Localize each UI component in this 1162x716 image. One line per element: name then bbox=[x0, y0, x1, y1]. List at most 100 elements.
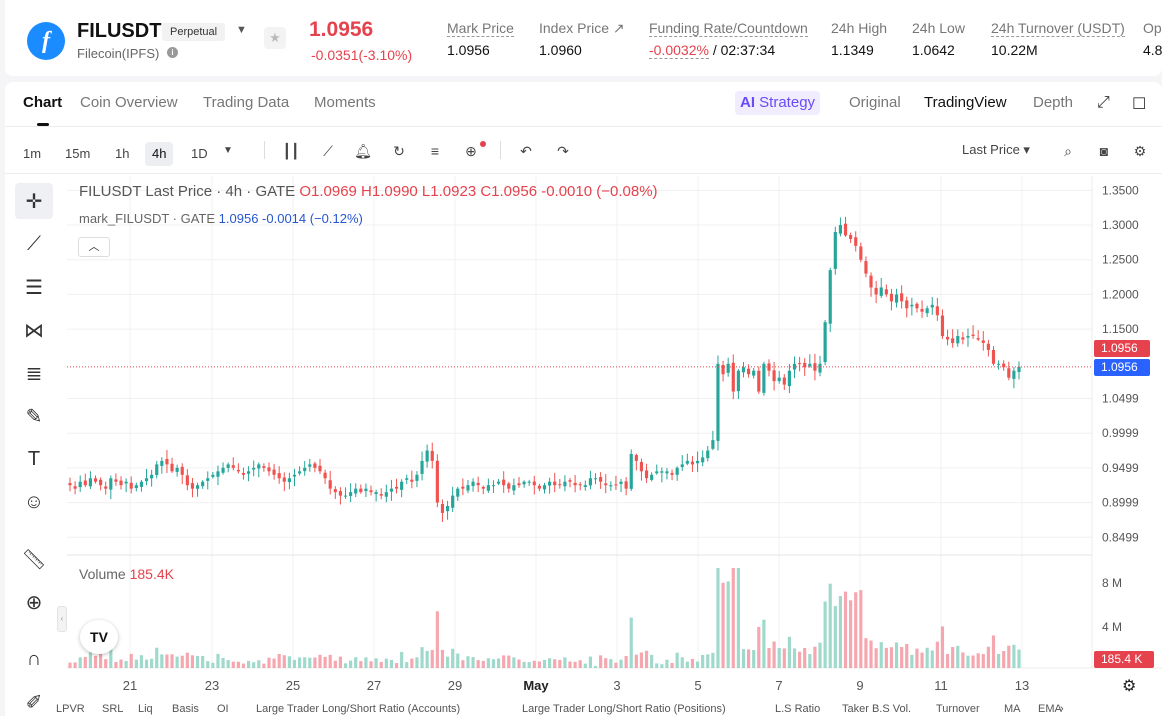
tab-trading-data[interactable]: Trading Data bbox=[203, 94, 290, 111]
tab-depth[interactable]: Depth bbox=[1033, 94, 1074, 111]
interval-1m[interactable]: 1m bbox=[23, 146, 42, 161]
candle-body bbox=[507, 483, 511, 489]
volume-bar bbox=[935, 641, 939, 668]
tab-tradingview[interactable]: TradingView bbox=[924, 94, 1007, 111]
ruler-icon[interactable]: 📏︎ bbox=[21, 548, 47, 571]
indicators-icon[interactable]: ⟋ bbox=[323, 143, 333, 159]
interval-dropdown-icon[interactable]: ▼ bbox=[223, 145, 233, 156]
volume-bar bbox=[787, 636, 791, 668]
indicator-tab[interactable]: OI bbox=[217, 703, 229, 715]
pencil-icon[interactable]: ✐ bbox=[25, 691, 43, 714]
strategy-button[interactable]: AI Strategy bbox=[735, 91, 821, 115]
candle-body bbox=[808, 363, 812, 367]
crosshair-icon[interactable]: ✛ bbox=[15, 183, 53, 219]
camera-icon[interactable]: ◙ bbox=[1099, 143, 1109, 159]
alert-bell-icon[interactable]: 🔔︎ bbox=[354, 143, 372, 159]
volume-bar bbox=[165, 654, 169, 668]
candle-body bbox=[369, 490, 373, 493]
indicator-tab[interactable]: Basis bbox=[172, 703, 199, 715]
indicator-tab[interactable]: SRL bbox=[102, 703, 124, 715]
indicator-tab[interactable]: L.S Ratio bbox=[775, 703, 821, 715]
indicator-tab[interactable]: LPVR bbox=[56, 703, 85, 715]
interval-1h[interactable]: 1h bbox=[115, 146, 130, 161]
volume-bar bbox=[175, 656, 179, 668]
tab-chart[interactable]: Chart bbox=[23, 94, 63, 126]
indicator-tab[interactable]: Turnover bbox=[936, 703, 980, 715]
volume-bar bbox=[629, 617, 633, 668]
candle-body bbox=[216, 471, 220, 477]
candle-body bbox=[298, 471, 302, 474]
chevron-down-icon[interactable]: ▼ bbox=[236, 24, 247, 36]
candle-body bbox=[670, 472, 674, 475]
search-icon[interactable]: ⌕ bbox=[1064, 143, 1072, 159]
candle-body bbox=[236, 469, 240, 472]
funding-rate-value: -0.0032% / 02:37:34 bbox=[649, 42, 776, 59]
volume-bar bbox=[374, 658, 378, 668]
price-type-select[interactable]: Last Price ▾ bbox=[962, 142, 1030, 157]
candle-body bbox=[292, 474, 297, 477]
volume-bar bbox=[854, 592, 858, 668]
horizontal-lines-icon[interactable]: ☰ bbox=[25, 276, 43, 299]
volume-bar bbox=[303, 657, 307, 668]
redo-icon[interactable]: ↷ bbox=[557, 143, 569, 159]
candle-body bbox=[726, 363, 730, 373]
interval-4h[interactable]: 4h bbox=[145, 142, 174, 166]
magnet-icon[interactable]: ∩ bbox=[26, 647, 42, 670]
candle-body bbox=[364, 488, 368, 492]
candle-body bbox=[650, 474, 654, 480]
index-price-label[interactable]: Index Price ↗ bbox=[539, 20, 625, 36]
settings-gear-icon[interactable]: ⚙ bbox=[1133, 143, 1147, 159]
brush-icon[interactable]: ✎ bbox=[25, 405, 43, 428]
tab-moments[interactable]: Moments bbox=[314, 94, 376, 111]
collapse-legend-icon[interactable]: ︿ bbox=[78, 237, 110, 257]
mark-price-label[interactable]: Mark Price bbox=[447, 20, 514, 37]
volume-bar bbox=[119, 659, 123, 668]
undo-icon[interactable]: ↶ bbox=[520, 143, 532, 159]
templates-icon[interactable]: ≡ bbox=[430, 143, 440, 159]
candle-type-icon[interactable]: ┃┃ bbox=[282, 143, 300, 159]
indicator-tab[interactable]: Large Trader Long/Short Ratio (Positions… bbox=[522, 703, 726, 715]
volume-bar bbox=[976, 653, 980, 668]
candle-body bbox=[1017, 366, 1021, 373]
fib-icon[interactable]: ≣ bbox=[25, 362, 43, 385]
volume-bar bbox=[170, 654, 174, 668]
favorite-star-icon[interactable]: ★ bbox=[264, 27, 286, 49]
axis-settings-icon[interactable]: ⚙ bbox=[1122, 678, 1137, 695]
ticker-header: f FILUSDT Perpetual ▼ ★ Filecoin(IPFS) i… bbox=[5, 0, 1162, 76]
indicator-tab[interactable]: MA bbox=[1004, 703, 1021, 715]
candle-body bbox=[593, 478, 598, 480]
trend-line-icon[interactable]: ⟋ bbox=[27, 232, 41, 255]
zoom-in-icon[interactable]: ⊕ bbox=[25, 591, 43, 614]
window-icon[interactable]: ☐ bbox=[1132, 96, 1147, 113]
symbol-title[interactable]: FILUSDT bbox=[77, 20, 162, 42]
collapse-sidebar-icon[interactable]: ‹ bbox=[57, 606, 67, 632]
indicator-tab[interactable]: Liq bbox=[138, 703, 153, 715]
indicator-tab[interactable]: Large Trader Long/Short Ratio (Accounts) bbox=[256, 703, 461, 715]
emoji-icon[interactable]: ☺ bbox=[23, 490, 45, 513]
volume-bar bbox=[838, 596, 843, 668]
funding-rate-label[interactable]: Funding Rate/Countdown bbox=[649, 20, 808, 37]
candle-body bbox=[680, 464, 684, 468]
tab-coin-overview[interactable]: Coin Overview bbox=[80, 94, 178, 111]
next-arrow-icon[interactable]: › bbox=[1060, 703, 1064, 715]
indicator-tab[interactable]: EMA bbox=[1038, 703, 1062, 715]
info-icon[interactable]: i bbox=[167, 47, 178, 58]
tab-original[interactable]: Original bbox=[849, 94, 901, 111]
fullscreen-icon[interactable]: ⤢ bbox=[1097, 94, 1110, 111]
candle-body bbox=[553, 481, 557, 486]
candle-body bbox=[624, 481, 628, 489]
add-icon[interactable]: ⊕ bbox=[465, 143, 477, 159]
interval-1d[interactable]: 1D bbox=[191, 146, 208, 161]
candle-body bbox=[527, 481, 531, 483]
volume-bar bbox=[593, 665, 598, 668]
indicator-tab[interactable]: Taker B.S Vol. bbox=[842, 703, 912, 715]
volume-bar bbox=[150, 658, 154, 668]
pattern-icon[interactable]: ⋈ bbox=[24, 319, 44, 342]
x-tick-label: 7 bbox=[775, 678, 782, 693]
interval-15m[interactable]: 15m bbox=[65, 146, 91, 161]
mark-price-value: 1.0956 bbox=[447, 42, 490, 58]
volume-bar bbox=[920, 652, 924, 668]
replay-icon[interactable]: ↻ bbox=[393, 143, 405, 159]
text-tool-icon[interactable]: T bbox=[27, 447, 41, 470]
